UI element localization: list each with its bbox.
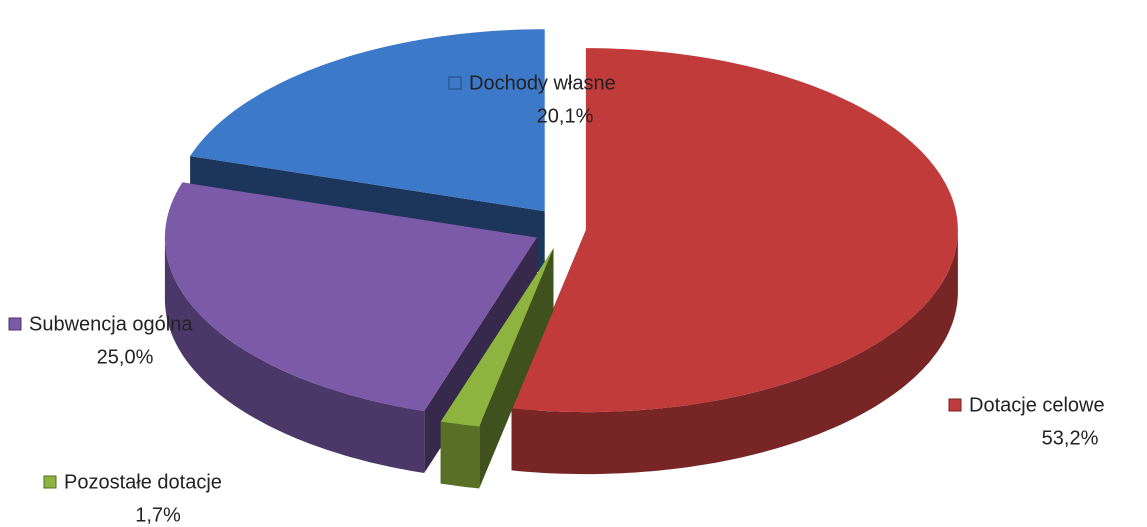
legend-key xyxy=(948,398,962,412)
pie-slice xyxy=(164,182,537,411)
data-label-value: 53,2% xyxy=(1042,427,1099,449)
legend-key xyxy=(448,76,462,90)
pie-slice xyxy=(190,29,545,212)
slice-side xyxy=(511,230,958,475)
legend-key xyxy=(43,475,57,489)
data-label-value: 25,0% xyxy=(97,346,154,368)
pie-slice xyxy=(440,248,554,427)
slice-side xyxy=(440,421,480,489)
data-label-value: 20,1% xyxy=(537,105,594,127)
data-label-name: Dotacje celowe xyxy=(969,394,1105,416)
legend-key xyxy=(8,317,22,331)
data-label-value: 1,7% xyxy=(135,504,181,526)
slice-side xyxy=(164,237,425,473)
data-label-name: Pozostałe dotacje xyxy=(64,471,222,493)
data-label-name: Dochody własne xyxy=(469,72,616,94)
pie-slice xyxy=(511,48,958,413)
data-label-name: Subwencja ogólna xyxy=(29,313,193,335)
